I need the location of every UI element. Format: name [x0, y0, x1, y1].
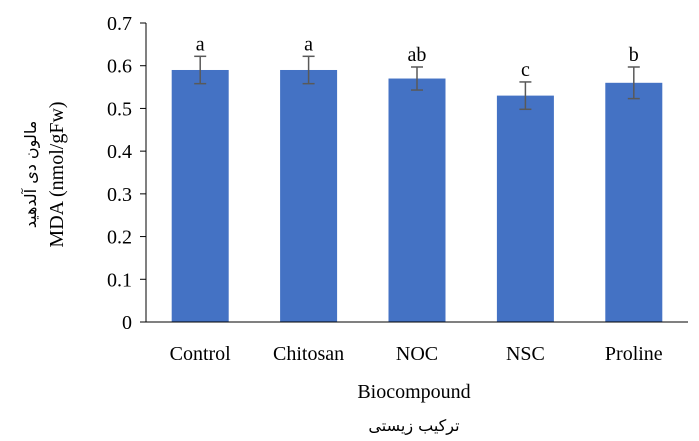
- x-axis-tick-labels: Control Chitosan NOC NSC Proline: [170, 343, 663, 365]
- x-axis-title-persian: ترکیب زیستی: [368, 416, 459, 436]
- significance-letter: a: [196, 33, 205, 55]
- y-tick-label: 0.4: [107, 141, 132, 163]
- y-tick-label: 0.1: [107, 269, 132, 291]
- y-tick-label: 0.3: [107, 184, 132, 206]
- x-tick-label: Chitosan: [273, 343, 344, 365]
- x-tick-label: NOC: [396, 343, 438, 365]
- significance-letter: c: [521, 59, 530, 81]
- y-axis-ticks: [140, 22, 146, 323]
- y-axis-title: MDA (nmol/gFw): [46, 101, 68, 247]
- bar: [605, 82, 663, 322]
- bar: [496, 95, 554, 322]
- bars: [171, 69, 663, 323]
- significance-letters: a a ab c b: [196, 33, 639, 81]
- significance-letter: b: [629, 44, 639, 66]
- bar: [388, 78, 446, 323]
- error-bars: [194, 55, 640, 111]
- y-tick-label: 0: [122, 312, 132, 334]
- bar: [171, 69, 229, 322]
- significance-letter: a: [304, 33, 313, 55]
- bar: [280, 69, 338, 322]
- x-tick-label: Control: [170, 343, 232, 365]
- y-tick-label: 0.2: [107, 227, 132, 249]
- y-axis-tick-labels: 0 0.1 0.2 0.3 0.4 0.5 0.6 0.7: [107, 13, 132, 334]
- y-tick-label: 0.6: [107, 56, 132, 78]
- y-axis-title-persian: مالون دی آلدهید: [21, 121, 41, 229]
- y-tick-label: 0.7: [107, 13, 132, 35]
- x-tick-label: Proline: [605, 343, 663, 365]
- x-tick-label: NSC: [506, 343, 545, 365]
- y-tick-label: 0.5: [107, 98, 132, 120]
- x-axis-title: Biocompound: [357, 381, 470, 403]
- significance-letter: ab: [408, 44, 427, 66]
